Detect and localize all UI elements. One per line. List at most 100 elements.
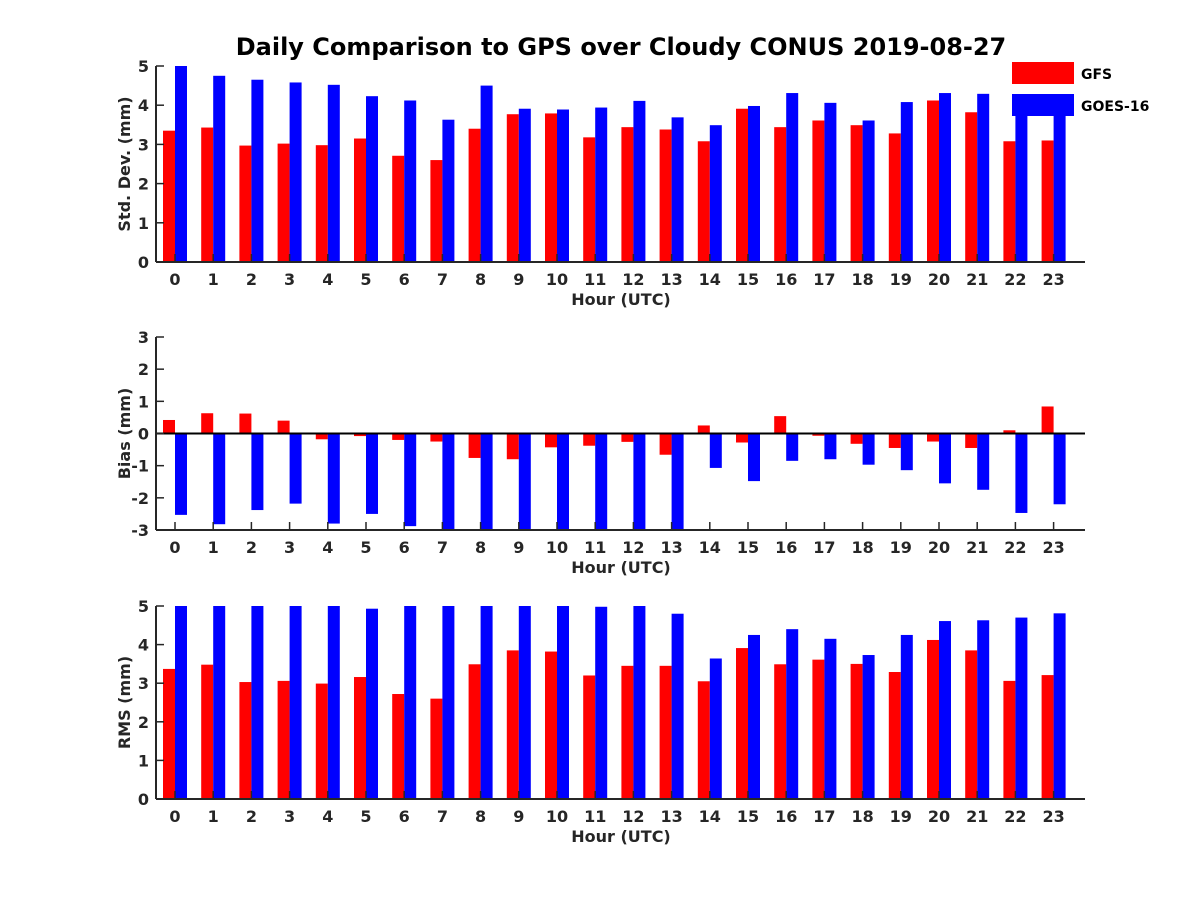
bias-bar-goes16-4 — [327, 433, 340, 524]
rms-x-tick-label: 18 — [851, 807, 873, 826]
bias-x-tick-label: 5 — [360, 538, 371, 557]
bias-bar-goes16-16 — [786, 433, 799, 461]
std-dev-x-tick-label: 7 — [437, 270, 448, 289]
rms-y-tick-label: 5 — [138, 597, 149, 616]
rms-bar-goes16-5 — [366, 608, 378, 799]
rms-bar-gfs-0 — [163, 668, 175, 799]
std-dev-x-tick-label: 13 — [660, 270, 682, 289]
rms-x-tick-label: 6 — [399, 807, 410, 826]
bias-bar-gfs-8 — [468, 433, 481, 458]
bias-x-tick-label: 10 — [546, 538, 568, 557]
std-dev-y-tick-label: 4 — [138, 96, 149, 115]
rms-bar-goes16-12 — [633, 606, 646, 799]
std-dev-y-tick-label: 2 — [138, 175, 149, 194]
std-dev-y-tick-label: 1 — [138, 214, 149, 233]
rms-x-tick-label: 23 — [1042, 807, 1064, 826]
rms-bar-goes16-9 — [518, 606, 531, 799]
rms-x-tick-label: 7 — [437, 807, 448, 826]
bias-bar-goes16-3 — [289, 433, 302, 504]
std-dev-x-tick-label: 16 — [775, 270, 797, 289]
std-dev-x-tick-label: 0 — [169, 270, 180, 289]
rms-bar-goes16-14 — [709, 658, 722, 799]
bias-bar-gfs-14 — [697, 425, 710, 434]
bias-bar-goes16-12 — [633, 433, 646, 530]
std-dev-bar-goes16-7 — [442, 119, 455, 262]
bias-bar-goes16-2 — [251, 433, 264, 511]
std-dev-x-tick-label: 14 — [699, 270, 721, 289]
bias-y-tick-label: 2 — [138, 360, 149, 379]
std-dev-bar-goes16-6 — [404, 100, 417, 262]
bias-bar-gfs-16 — [774, 416, 787, 434]
rms-bar-gfs-23 — [1041, 675, 1054, 799]
rms-bar-goes16-6 — [404, 606, 417, 799]
bias-x-tick-label: 2 — [246, 538, 257, 557]
rms-bar-goes16-0 — [175, 606, 187, 799]
rms-bar-gfs-11 — [583, 675, 596, 799]
bias-y-tick-label: -1 — [131, 457, 149, 476]
legend-label-gfs: GFS — [1081, 67, 1112, 83]
bias-bar-gfs-18 — [850, 433, 863, 444]
std-dev-bar-goes16-19 — [900, 102, 913, 263]
bias-bar-gfs-13 — [659, 433, 672, 455]
bias-bar-gfs-15 — [736, 433, 748, 443]
bias-x-tick-label: 4 — [322, 538, 333, 557]
std-dev-bar-goes16-11 — [595, 107, 608, 262]
bias-x-tick-label: 6 — [399, 538, 410, 557]
rms-y-tick-label: 3 — [138, 674, 149, 693]
rms-bar-gfs-16 — [774, 664, 787, 799]
bias-x-tick-label: 9 — [513, 538, 524, 557]
std-dev-bar-gfs-21 — [965, 112, 978, 262]
rms-bar-goes16-22 — [1015, 617, 1028, 799]
bias-x-tick-label: 11 — [584, 538, 606, 557]
rms-bar-gfs-2 — [239, 682, 252, 799]
bias-x-tick-label: 22 — [1004, 538, 1026, 557]
rms-x-tick-label: 15 — [737, 807, 759, 826]
std-dev-bar-gfs-17 — [812, 120, 825, 262]
bias-x-tick-label: 7 — [437, 538, 448, 557]
bias-bar-goes16-11 — [595, 433, 608, 530]
bias-bar-goes16-7 — [442, 433, 455, 530]
bias-x-axis-label: Hour (UTC) — [571, 558, 671, 577]
bias-bar-gfs-2 — [239, 413, 252, 434]
std-dev-bar-gfs-12 — [621, 127, 634, 262]
std-dev-bar-goes16-23 — [1053, 105, 1066, 262]
bias-bar-gfs-9 — [506, 433, 519, 460]
std-dev-bar-gfs-20 — [927, 100, 939, 262]
rms-bar-goes16-4 — [327, 606, 340, 799]
std-dev-bar-goes16-9 — [518, 108, 531, 262]
std-dev-bar-goes16-13 — [671, 117, 684, 263]
std-dev-y-tick-label: 5 — [138, 57, 149, 76]
rms-bar-gfs-13 — [659, 665, 672, 799]
bias-bar-goes16-13 — [671, 433, 684, 530]
std-dev-bar-gfs-18 — [850, 125, 863, 262]
rms-y-tick-label: 2 — [138, 713, 149, 732]
std-dev-bar-gfs-22 — [1003, 141, 1016, 262]
bias-bar-goes16-18 — [862, 433, 875, 465]
rms-bar-gfs-10 — [545, 651, 557, 799]
std-dev-x-tick-label: 6 — [399, 270, 410, 289]
bias-bar-gfs-5 — [354, 433, 366, 437]
legend-swatch-goes16 — [1012, 94, 1074, 116]
rms-bar-gfs-21 — [965, 650, 978, 799]
rms-x-tick-label: 20 — [928, 807, 950, 826]
rms-bar-gfs-14 — [697, 681, 710, 799]
rms-x-tick-label: 0 — [169, 807, 180, 826]
bias-bar-goes16-9 — [518, 433, 531, 530]
bias-bar-goes16-20 — [939, 433, 951, 484]
rms-bar-gfs-22 — [1003, 680, 1016, 799]
rms-bar-goes16-23 — [1053, 613, 1066, 799]
bias-x-tick-label: 14 — [699, 538, 721, 557]
std-dev-bar-gfs-10 — [545, 113, 557, 262]
rms-bar-gfs-8 — [468, 664, 481, 799]
std-dev-bar-goes16-15 — [748, 105, 760, 262]
rms-bar-goes16-2 — [251, 606, 264, 799]
std-dev-bar-gfs-0 — [163, 130, 175, 262]
rms-x-axis-label: Hour (UTC) — [571, 827, 671, 846]
bias-bar-goes16-8 — [480, 433, 493, 530]
bias-x-tick-label: 18 — [851, 538, 873, 557]
rms-bar-gfs-7 — [430, 698, 443, 799]
std-dev-bar-gfs-2 — [239, 145, 252, 262]
std-dev-bar-goes16-21 — [977, 93, 990, 262]
rms-bar-goes16-10 — [557, 606, 569, 799]
